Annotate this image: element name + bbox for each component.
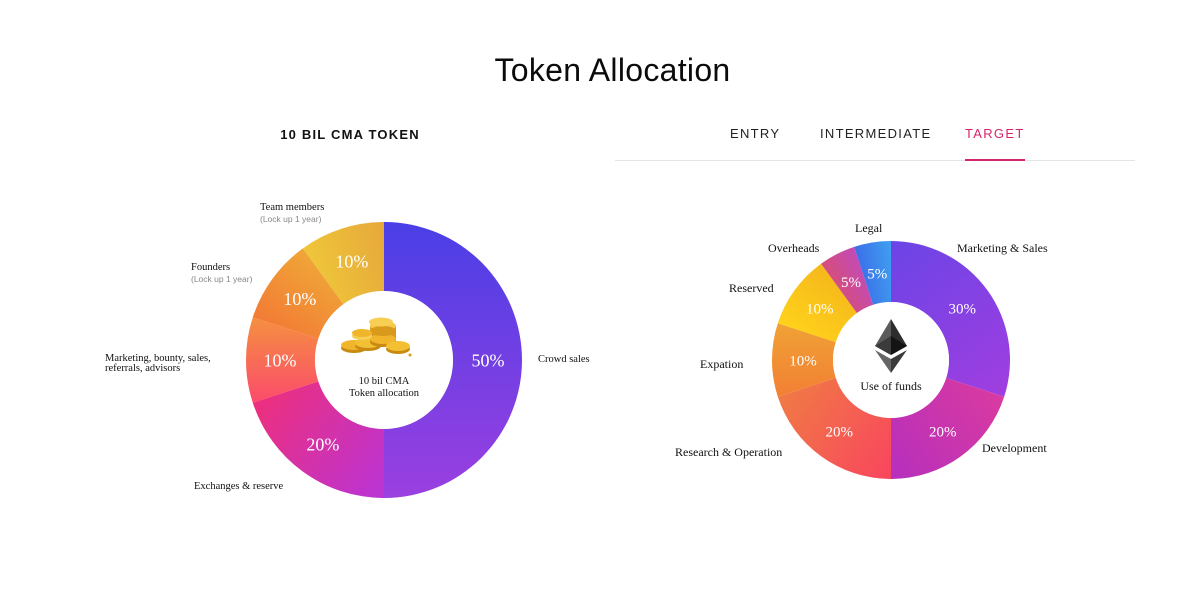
page-title: Token Allocation <box>494 52 731 88</box>
right-slice-overheads <box>821 246 874 314</box>
right-slice-value-label: 10% <box>806 302 834 318</box>
right-category-label: Expation <box>700 357 743 371</box>
right-slice-value-label: 5% <box>867 266 887 282</box>
left-slice-team-members <box>302 222 384 305</box>
left-slice-value-label: 10% <box>283 289 316 309</box>
left-category-note: (Lock up 1 year) <box>191 274 253 284</box>
right-slice-value-label: 5% <box>841 275 861 291</box>
left-center-label: 10 bil CMA <box>359 376 410 387</box>
left-category-label: Team members <box>260 202 324 213</box>
gold-coins-icon <box>341 317 412 357</box>
right-slice-expation <box>772 323 836 397</box>
left-slice-exchanges-reserve <box>252 381 384 498</box>
left-category-label: Marketing, bounty, sales, <box>105 353 211 364</box>
right-slice-development <box>891 377 1005 479</box>
right-category-label: Overheads <box>768 241 820 255</box>
left-category-label: Crowd sales <box>538 354 590 365</box>
left-center-label: Token allocation <box>349 388 420 399</box>
left-slice-value-label: 10% <box>264 350 297 370</box>
right-slice-value-label: 20% <box>826 424 854 440</box>
left-category-note: (Lock up 1 year) <box>260 214 322 224</box>
left-slice-value-label: 10% <box>335 251 368 271</box>
tab-entry[interactable]: ENTRY <box>730 126 781 141</box>
left-slice-value-label: 50% <box>472 350 505 370</box>
right-slice-marketing-sales <box>891 241 1010 397</box>
funds-tabs: ENTRY INTERMEDIATE TARGET <box>615 118 1135 161</box>
left-category-label: Exchanges & reserve <box>194 481 284 492</box>
right-slice-value-label: 10% <box>789 353 817 369</box>
left-category-label: referrals, advisors <box>105 363 180 374</box>
right-donut-chart: 30% 20% 20% 10% 10% 5% 5% <box>772 241 1010 479</box>
tab-target[interactable]: TARGET <box>965 126 1025 161</box>
right-slice-research-operation <box>777 377 891 479</box>
right-category-label: Marketing & Sales <box>957 241 1048 255</box>
right-slice-value-label: 20% <box>929 424 957 440</box>
ethereum-icon <box>875 319 907 373</box>
right-category-label: Development <box>982 441 1047 455</box>
right-center-label: Use of funds <box>860 379 922 393</box>
left-donut-chart: 50% 20% 10% 10% 10% <box>245 222 522 498</box>
right-slice-value-label: 30% <box>948 302 976 318</box>
left-chart-heading: 10 BIL CMA TOKEN <box>280 127 420 142</box>
left-slice-value-label: 20% <box>306 434 339 454</box>
tab-intermediate[interactable]: INTERMEDIATE <box>820 126 932 141</box>
left-slice-marketing-bounty-sales-referrals-advisors <box>245 317 319 403</box>
left-category-label: Founders <box>191 262 230 273</box>
left-donut-hole <box>315 291 453 429</box>
right-slice-legal <box>854 241 891 305</box>
left-slice-founders <box>252 248 344 339</box>
right-category-label: Research & Operation <box>675 445 782 459</box>
right-category-label: Reserved <box>729 281 774 295</box>
right-category-label: Legal <box>855 221 883 235</box>
right-slice-reserved <box>777 263 857 343</box>
